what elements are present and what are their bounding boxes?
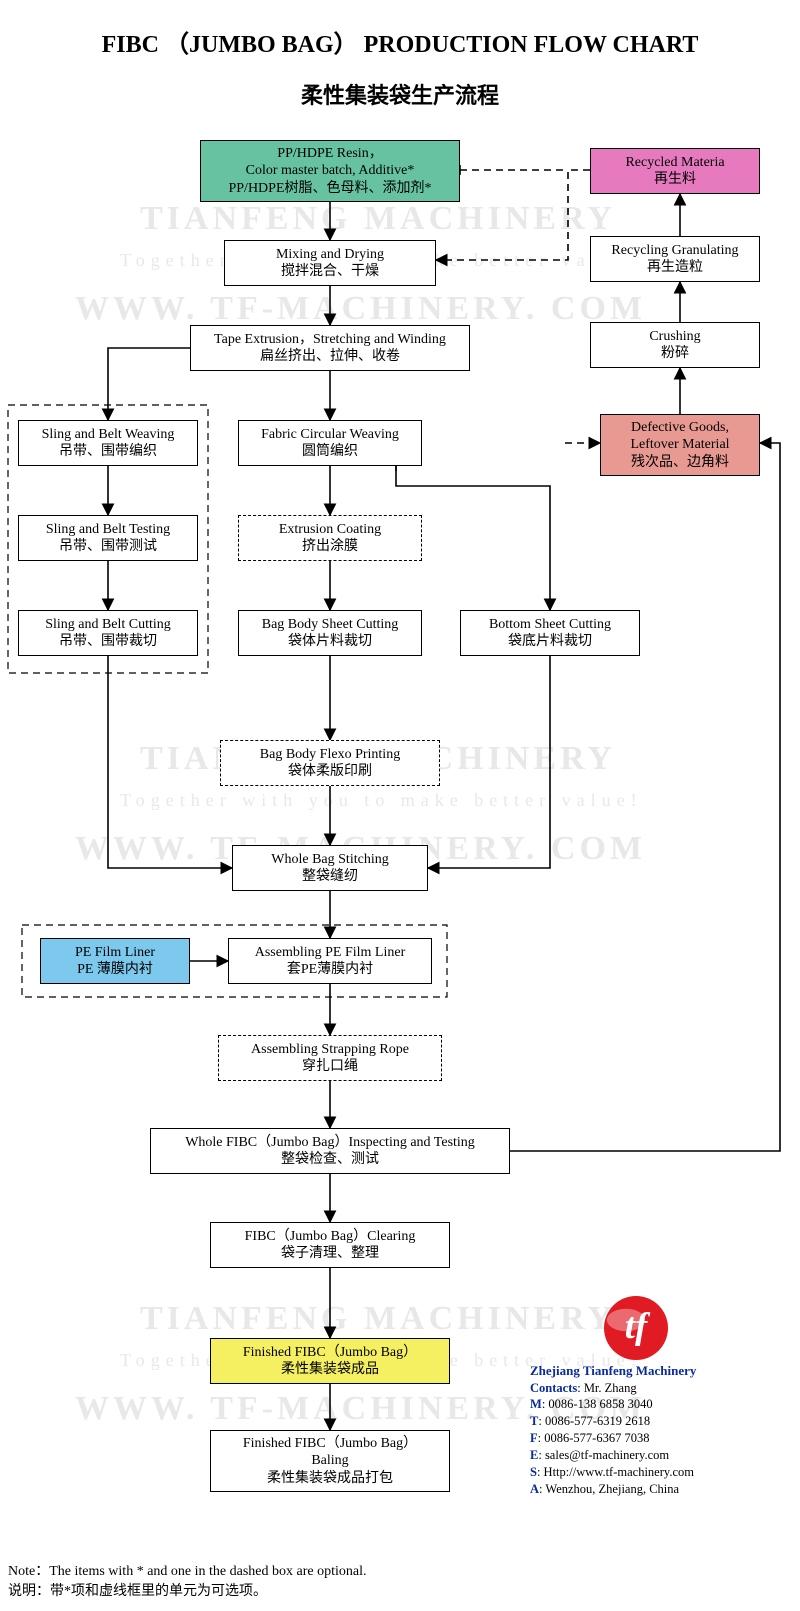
node-baling-en: Finished FIBC（Jumbo Bag） [215, 1435, 445, 1453]
node-flexo-zh: 袋体柔版印刷 [225, 763, 435, 781]
node-peLiner-zh: PE 薄膜内衬 [45, 961, 185, 979]
node-extC: Extrusion Coating挤出涂膜 [238, 515, 422, 561]
node-extrude-zh: 扁丝挤出、拉伸、收卷 [195, 348, 465, 366]
node-flexo: Bag Body Flexo Printing袋体柔版印刷 [220, 740, 440, 786]
node-resin-zh: PP/HDPE树脂、色母料、添加剂* [205, 180, 455, 198]
node-defect-zh: 残次品、边角料 [605, 454, 755, 472]
node-finished-zh: 柔性集装袋成品 [215, 1361, 445, 1379]
contact-line: M: 0086-138 6858 3040 [530, 1396, 696, 1413]
node-strapR: Assembling Strapping Rope穿扎口绳 [218, 1035, 442, 1081]
node-regran-en: Recycling Granulating [595, 242, 755, 260]
node-finished-en: Finished FIBC（Jumbo Bag） [215, 1344, 445, 1362]
watermark-text: Together with you to make better value! [120, 790, 643, 811]
node-slingC-en: Sling and Belt Cutting [23, 616, 193, 634]
node-regran-zh: 再生造粒 [595, 259, 755, 277]
node-resin-en: Color master batch, Additive* [205, 162, 455, 180]
node-mix-zh: 搅拌混合、干燥 [229, 263, 431, 281]
node-bodyCut-zh: 袋体片料裁切 [243, 633, 417, 651]
node-assemPE: Assembling PE Film Liner套PE薄膜内衬 [228, 938, 432, 984]
svg-text:tf: tf [625, 1305, 651, 1346]
node-recycled: Recycled Materia再生料 [590, 148, 760, 194]
node-resin: PP/HDPE Resin，Color master batch, Additi… [200, 140, 460, 202]
node-crush-en: Crushing [595, 328, 755, 346]
node-slingT-en: Sling and Belt Testing [23, 521, 193, 539]
node-fabW-en: Fabric Circular Weaving [243, 426, 417, 444]
node-bodyCut-en: Bag Body Sheet Cutting [243, 616, 417, 634]
node-bodyCut: Bag Body Sheet Cutting袋体片料裁切 [238, 610, 422, 656]
node-botCut-zh: 袋底片料裁切 [465, 633, 635, 651]
node-extrude: Tape Extrusion，Stretching and Winding扁丝挤… [190, 325, 470, 371]
node-extC-en: Extrusion Coating [243, 521, 417, 539]
node-assemPE-zh: 套PE薄膜内衬 [233, 961, 427, 979]
node-defect: Defective Goods,Leftover Material残次品、边角料 [600, 414, 760, 476]
node-resin-en: PP/HDPE Resin， [205, 145, 455, 163]
node-extC-zh: 挤出涂膜 [243, 538, 417, 556]
node-clear: FIBC（Jumbo Bag）Clearing袋子清理、整理 [210, 1222, 450, 1268]
node-slingW-zh: 吊带、围带编织 [23, 443, 193, 461]
node-baling-zh: 柔性集装袋成品打包 [215, 1470, 445, 1488]
node-clear-en: FIBC（Jumbo Bag）Clearing [215, 1228, 445, 1246]
node-inspect-en: Whole FIBC（Jumbo Bag）Inspecting and Test… [155, 1134, 505, 1152]
node-recycled-en: Recycled Materia [595, 154, 755, 172]
node-strapR-zh: 穿扎口绳 [223, 1058, 437, 1076]
watermark-text: WWW. TF-MACHINERY. COM [75, 290, 646, 328]
contact-line: E: sales@tf-machinery.com [530, 1447, 696, 1464]
node-botCut: Bottom Sheet Cutting袋底片料裁切 [460, 610, 640, 656]
node-stitch: Whole Bag Stitching整袋缝纫 [232, 845, 428, 891]
watermark-text: TIANFENG MACHINERY [140, 200, 616, 238]
note-en: Note：The items with * and one in the das… [8, 1560, 366, 1580]
node-mix-en: Mixing and Drying [229, 246, 431, 264]
node-flexo-en: Bag Body Flexo Printing [225, 746, 435, 764]
contact-block: Zhejiang Tianfeng MachineryContacts: Mr.… [530, 1362, 696, 1498]
company-logo: tf [600, 1292, 672, 1369]
node-inspect-zh: 整袋检查、测试 [155, 1151, 505, 1169]
node-peLiner: PE Film LinerPE 薄膜内衬 [40, 938, 190, 984]
node-extrude-en: Tape Extrusion，Stretching and Winding [195, 331, 465, 349]
node-stitch-zh: 整袋缝纫 [237, 868, 423, 886]
node-peLiner-en: PE Film Liner [45, 944, 185, 962]
node-slingT: Sling and Belt Testing吊带、围带测试 [18, 515, 198, 561]
node-crush-zh: 粉碎 [595, 345, 755, 363]
contact-line: T: 0086-577-6319 2618 [530, 1413, 696, 1430]
page-title: FIBC （JUMBO BAG） PRODUCTION FLOW CHART [0, 24, 800, 59]
node-crush: Crushing粉碎 [590, 322, 760, 368]
watermark-text: TIANFENG MACHINERY [140, 1300, 616, 1338]
node-finished: Finished FIBC（Jumbo Bag）柔性集装袋成品 [210, 1338, 450, 1384]
node-baling-en: Baling [215, 1452, 445, 1470]
contact-line: A: Wenzhou, Zhejiang, China [530, 1481, 696, 1498]
node-baling: Finished FIBC（Jumbo Bag）Baling柔性集装袋成品打包 [210, 1430, 450, 1492]
node-slingC-zh: 吊带、围带裁切 [23, 633, 193, 651]
node-slingT-zh: 吊带、围带测试 [23, 538, 193, 556]
node-slingW: Sling and Belt Weaving吊带、围带编织 [18, 420, 198, 466]
node-inspect: Whole FIBC（Jumbo Bag）Inspecting and Test… [150, 1128, 510, 1174]
node-assemPE-en: Assembling PE Film Liner [233, 944, 427, 962]
node-botCut-en: Bottom Sheet Cutting [465, 616, 635, 634]
node-defect-en: Defective Goods, [605, 419, 755, 437]
node-clear-zh: 袋子清理、整理 [215, 1245, 445, 1263]
contact-line: F: 0086-577-6367 7038 [530, 1430, 696, 1447]
node-slingW-en: Sling and Belt Weaving [23, 426, 193, 444]
contact-line: Contacts: Mr. Zhang [530, 1380, 696, 1397]
node-defect-en: Leftover Material [605, 436, 755, 454]
note-zh: 说明：带*项和虚线框里的单元为可选项。 [8, 1580, 366, 1600]
node-slingC: Sling and Belt Cutting吊带、围带裁切 [18, 610, 198, 656]
node-mix: Mixing and Drying搅拌混合、干燥 [224, 240, 436, 286]
footer-note: Note：The items with * and one in the das… [8, 1560, 366, 1600]
page-subtitle: 柔性集装袋生产流程 [0, 78, 800, 110]
contact-company: Zhejiang Tianfeng Machinery [530, 1362, 696, 1380]
node-recycled-zh: 再生料 [595, 171, 755, 189]
node-fabW-zh: 圆筒编织 [243, 443, 417, 461]
node-regran: Recycling Granulating再生造粒 [590, 236, 760, 282]
node-fabW: Fabric Circular Weaving圆筒编织 [238, 420, 422, 466]
contact-line: S: Http://www.tf-machinery.com [530, 1464, 696, 1481]
node-strapR-en: Assembling Strapping Rope [223, 1041, 437, 1059]
node-stitch-en: Whole Bag Stitching [237, 851, 423, 869]
